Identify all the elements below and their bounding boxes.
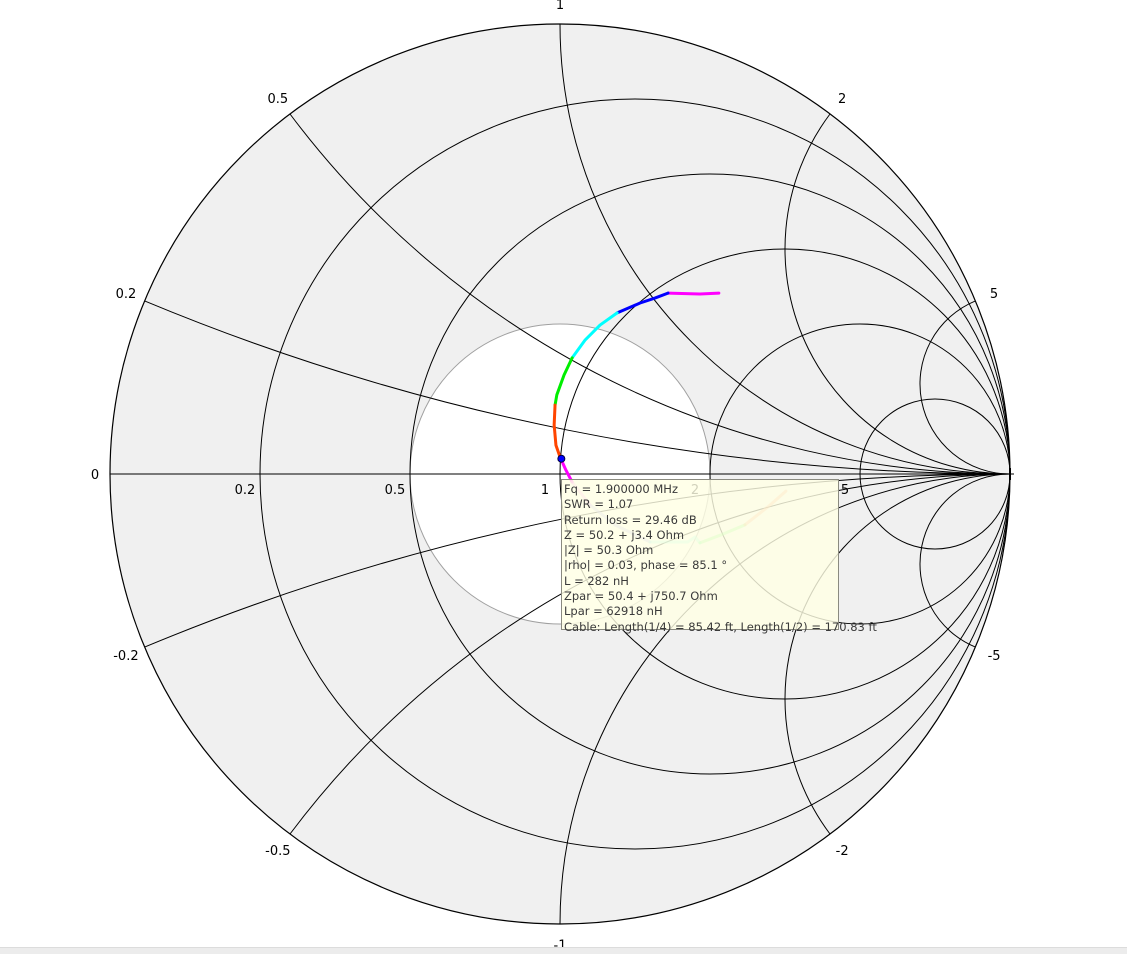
tooltip-frequency: Fq = 1.900000 MHz — [564, 482, 678, 496]
tooltip-parallel-inductance: Lpar = 62918 nH — [564, 604, 663, 619]
reactance-label: -2 — [836, 844, 849, 859]
reactance-arc-0.2 — [144, 300, 1010, 475]
tooltip-rho: |rho| = 0.03, phase = 85.1 ° — [564, 558, 728, 573]
trace-segment-0 — [666, 291, 721, 296]
trace-segment-1 — [615, 291, 670, 315]
reactance-arc-1 — [559, 24, 1010, 475]
reactance-label: -0.5 — [265, 844, 290, 859]
reactance-arc-5 — [919, 300, 1010, 475]
resistance-label: 0.5 — [385, 483, 406, 498]
tooltip-impedance-magnitude: |Z| = 50.3 Ohm — [564, 543, 654, 558]
resistance-label: 0.2 — [235, 483, 256, 498]
tooltip-impedance: Z = 50.2 + j3.4 Ohm — [564, 527, 685, 542]
reactance-label: 5 — [990, 287, 998, 302]
tooltip-swr: SWR = 1.07 — [564, 497, 634, 512]
reactance-label: 1 — [556, 0, 564, 13]
measurement-tooltip: Fq = 1.900000 MHz SWR = 1.07 Return loss… — [561, 479, 877, 634]
tooltip-parallel-impedance: Zpar = 50.4 + j750.7 Ohm — [564, 589, 718, 604]
trace-segment-4 — [552, 403, 562, 459]
resistance-label: 5 — [841, 483, 849, 498]
reactance-label: -5 — [988, 649, 1001, 664]
reactance-label: 2 — [838, 92, 846, 107]
trace-segment-2 — [570, 311, 619, 360]
tooltip-cable-length: Cable: Length(1/4) = 85.42 ft, Length(1/… — [564, 619, 877, 634]
trace-segment-3 — [553, 356, 574, 407]
reactance-arc-2 — [784, 113, 1010, 475]
tooltip-return-loss: Return loss = 29.46 dB — [564, 512, 697, 527]
tooltip-inductance: L = 282 nH — [564, 573, 629, 588]
reactance-label: 0.2 — [116, 287, 137, 302]
reactance-label: -0.2 — [113, 649, 138, 664]
reactance-arc-0.5 — [289, 113, 1010, 475]
frequency-marker — [557, 454, 566, 463]
bottom-edge — [0, 947, 1127, 954]
resistance-label: 1 — [541, 483, 549, 498]
resistance-label: 0 — [91, 468, 99, 483]
reactance-arc--5 — [919, 473, 1010, 648]
reactance-label: 0.5 — [268, 92, 289, 107]
